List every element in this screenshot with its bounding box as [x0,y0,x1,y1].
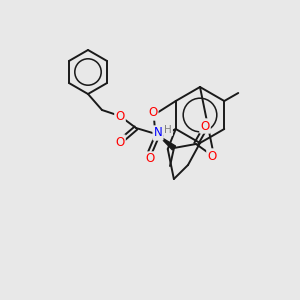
Text: O: O [148,106,158,119]
Text: O: O [145,152,154,166]
Text: H: H [164,125,172,135]
Text: O: O [116,136,124,148]
Text: O: O [207,149,217,163]
Text: O: O [200,119,210,133]
Polygon shape [159,136,175,150]
Text: N: N [154,127,162,140]
Text: O: O [116,110,124,122]
